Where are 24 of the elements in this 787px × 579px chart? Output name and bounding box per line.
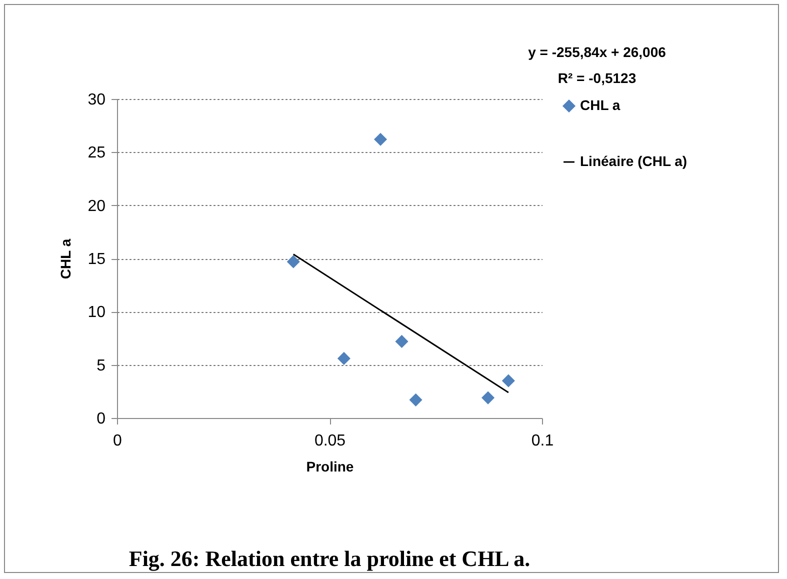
y-tick-label: 20	[88, 198, 106, 215]
legend-label: CHL a	[580, 97, 620, 113]
point	[409, 393, 422, 406]
text: y = -255,84x + 26,006	[528, 44, 666, 60]
x-axis-title: Proline	[306, 458, 354, 474]
y-tick-label: 0	[96, 410, 106, 428]
point	[482, 391, 495, 404]
text: Fig. 26: Relation entre la proline et CHL a.	[128, 546, 530, 571]
y-tick-label: 30	[88, 92, 106, 108]
y-tick-label: 15	[88, 251, 106, 268]
x-tick-label: 0	[113, 432, 122, 450]
legend-label: Linéaire (CHL a)	[580, 153, 688, 169]
y-tick-label: 25	[88, 144, 106, 162]
y-axis-title: CHL a	[58, 238, 74, 280]
y-tick-label: 10	[88, 304, 106, 322]
x-tick-label: 0.05	[314, 432, 346, 450]
point	[374, 132, 388, 146]
x-tick-label: 0.1	[531, 432, 554, 450]
y-tick-label: 5	[96, 357, 106, 374]
point	[502, 374, 515, 388]
point	[286, 255, 300, 268]
point	[337, 352, 350, 365]
point	[395, 334, 408, 348]
text: R² = -0,5123	[558, 70, 636, 86]
